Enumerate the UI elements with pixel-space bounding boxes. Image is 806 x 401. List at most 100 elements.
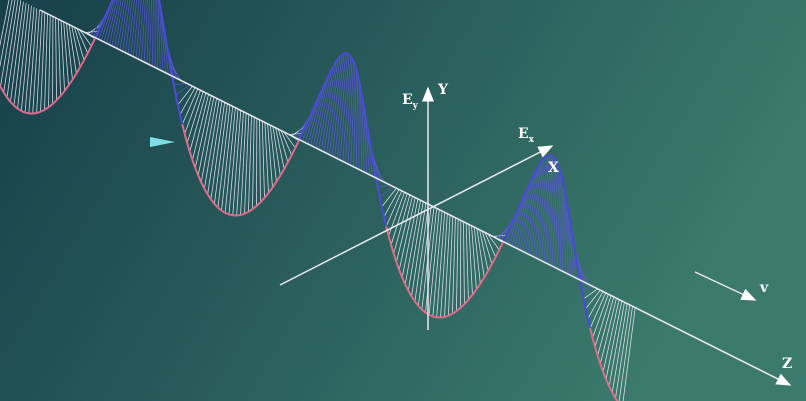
wave-curve xyxy=(290,147,297,156)
hatch-line xyxy=(315,69,333,149)
hatch-line xyxy=(353,70,357,167)
hatch-line xyxy=(175,84,191,96)
hatch-line xyxy=(487,233,500,251)
wave-curve xyxy=(17,107,22,112)
hatch-line xyxy=(133,0,140,57)
velocity-label: v xyxy=(759,280,769,296)
wave-curve xyxy=(83,52,89,61)
wave-curve xyxy=(107,2,113,10)
hatch-line xyxy=(48,15,51,108)
wave-curve xyxy=(483,270,489,279)
hatch-line xyxy=(248,115,252,212)
wave-curve xyxy=(371,156,376,167)
hatch-line xyxy=(224,107,236,213)
hatch-line xyxy=(524,163,541,253)
wave-curve xyxy=(328,69,333,75)
wave-curve xyxy=(100,16,107,25)
hatch-line xyxy=(177,85,193,106)
wave-curve xyxy=(378,196,383,208)
hatch-line xyxy=(444,215,451,317)
hatch-line xyxy=(68,24,77,74)
wave-curve xyxy=(494,249,501,258)
hatch-line xyxy=(323,58,339,153)
wave-curve xyxy=(515,205,521,214)
hatch-line xyxy=(259,119,261,203)
hatch-line xyxy=(261,121,265,198)
hatch-line xyxy=(594,295,612,347)
wave-curve xyxy=(398,269,404,278)
hatch-line xyxy=(585,289,601,310)
hatch-line xyxy=(456,219,459,312)
wave-curve xyxy=(471,288,478,296)
hatch-line xyxy=(106,0,118,44)
wave-curve xyxy=(9,101,15,107)
hatch-line xyxy=(347,62,355,165)
hatch-line xyxy=(618,306,633,401)
wave-curve xyxy=(414,300,420,307)
wave-curve xyxy=(275,175,282,183)
hatch-line xyxy=(564,190,566,273)
hatch-line xyxy=(151,0,154,67)
wave-curve xyxy=(206,193,212,200)
hatch-line xyxy=(10,1,24,102)
hatch-line xyxy=(143,0,148,63)
wave-curve xyxy=(401,276,407,285)
wave-curve xyxy=(325,73,331,80)
hatch-line xyxy=(514,181,531,248)
hatch-line xyxy=(0,0,13,68)
wave-curve xyxy=(591,337,596,348)
wave-curve xyxy=(197,175,203,183)
hatch-line xyxy=(417,205,432,306)
hatch-line xyxy=(377,185,392,188)
hatch-line xyxy=(527,160,543,254)
hatch-line xyxy=(63,21,69,86)
hatch-line xyxy=(13,3,27,106)
wave-curve xyxy=(301,125,307,134)
wave-curve xyxy=(459,303,466,309)
hatch-line xyxy=(360,88,362,171)
hatch-line xyxy=(554,168,560,268)
wave-curve xyxy=(360,95,365,104)
wave-curve xyxy=(599,363,605,373)
wave-curve xyxy=(567,212,572,222)
wave-curve xyxy=(2,91,8,99)
hatch-line xyxy=(393,194,411,254)
hatch-line xyxy=(217,104,231,208)
wave-curve xyxy=(255,201,262,207)
z-axis xyxy=(39,9,792,386)
hatch-line xyxy=(326,56,341,154)
wave-curve xyxy=(444,314,449,318)
wave-curve xyxy=(586,318,592,329)
wave-curve xyxy=(582,298,587,310)
hatch-line xyxy=(79,29,92,47)
hatch-line xyxy=(0,0,10,47)
hatch-line xyxy=(304,91,322,143)
hatch-line xyxy=(548,160,557,265)
wave-curve xyxy=(550,154,554,158)
hatch-line xyxy=(448,216,454,316)
wave-curve xyxy=(59,90,66,97)
hatch-line xyxy=(157,0,161,71)
wave-curve xyxy=(210,198,216,205)
hatch-line xyxy=(414,204,429,302)
hatch-line xyxy=(440,213,448,318)
hatch-line xyxy=(336,53,348,159)
hatch-line xyxy=(508,193,526,245)
hatch-line xyxy=(463,221,465,305)
ex-sub: x xyxy=(529,135,535,145)
wave-curve xyxy=(602,371,608,380)
hatch-line xyxy=(543,156,554,263)
wave-curve xyxy=(44,106,50,111)
hatch-line xyxy=(583,288,598,300)
hatch-line xyxy=(398,197,416,271)
hatch-line xyxy=(471,225,477,290)
wave-curve xyxy=(75,66,82,75)
wave-curve xyxy=(352,61,357,67)
wave-curve xyxy=(220,209,226,214)
hatch-line xyxy=(221,106,234,211)
hatch-line xyxy=(275,127,285,170)
wave-curve xyxy=(608,385,614,394)
wave-curve xyxy=(410,295,416,302)
wave-curve xyxy=(463,299,470,305)
